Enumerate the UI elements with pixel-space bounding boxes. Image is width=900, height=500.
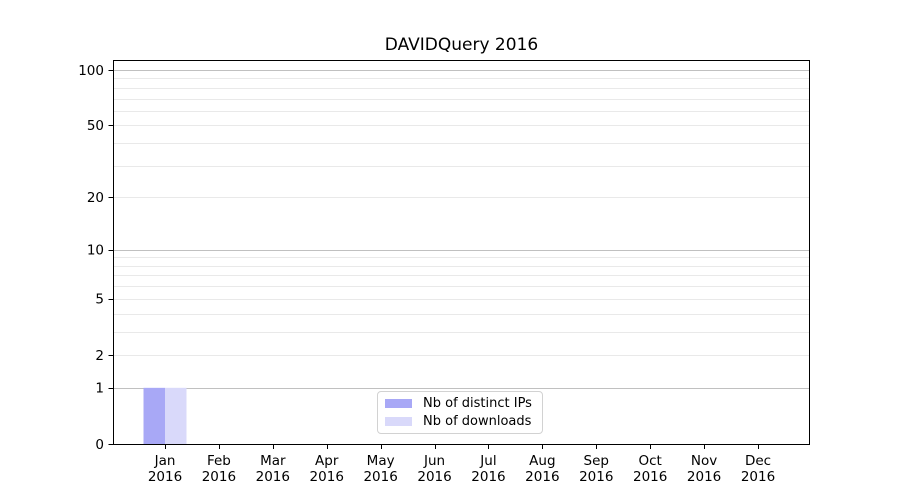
y-tick-label-5: 5 [95, 292, 104, 308]
x-tick-label-month-nov: Nov [691, 453, 717, 469]
legend: Nb of distinct IPs Nb of downloads [377, 391, 543, 434]
y-tick-label-100: 100 [78, 63, 104, 79]
x-tick-label-month-apr: Apr [315, 453, 339, 469]
x-tick-label-month-oct: Oct [639, 453, 662, 469]
x-tick-label-month-feb: Feb [207, 453, 231, 469]
x-tick-label-month-sep: Sep [584, 453, 609, 469]
x-tick-label-month-jan: Jan [154, 453, 176, 469]
x-tick-label-year-sep: 2016 [579, 469, 613, 485]
x-tick-label-year-feb: 2016 [202, 469, 236, 485]
x-tick-label-year-jan: 2016 [148, 469, 182, 485]
x-tick-label-year-nov: 2016 [687, 469, 721, 485]
legend-label-downloads: Nb of downloads [423, 414, 532, 429]
y-tick-label-20: 20 [87, 190, 104, 206]
x-tick-label-year-aug: 2016 [525, 469, 559, 485]
y-tick-label-1: 1 [95, 381, 104, 397]
legend-swatch-distinct-ips [385, 399, 412, 408]
x-tick-label-month-jun: Jun [423, 453, 445, 469]
x-tick-label-month-may: May [367, 453, 395, 469]
chart-title: DAVIDQuery 2016 [384, 35, 539, 55]
y-tick-label-2: 2 [95, 348, 104, 364]
x-tick-label-year-dec: 2016 [741, 469, 775, 485]
bar-nb-of-distinct-ips-jan [143, 387, 165, 444]
x-tick-label-month-mar: Mar [260, 453, 286, 469]
legend-item-distinct-ips: Nb of distinct IPs [385, 395, 537, 412]
x-tick-label-year-apr: 2016 [310, 469, 344, 485]
legend-swatch-downloads [385, 417, 412, 426]
x-tick-label-year-jun: 2016 [417, 469, 451, 485]
legend-label-distinct-ips: Nb of distinct IPs [423, 396, 532, 411]
x-tick-label-year-jul: 2016 [471, 469, 505, 485]
x-tick-label-month-aug: Aug [529, 453, 555, 469]
y-tick-label-0: 0 [95, 437, 104, 453]
axes-spines [113, 60, 810, 445]
legend-item-downloads: Nb of downloads [385, 413, 537, 430]
x-tick-label-month-dec: Dec [745, 453, 771, 469]
x-tick-label-month-jul: Jul [479, 453, 496, 469]
bar-nb-of-downloads-jan [165, 387, 187, 444]
x-tick-label-year-may: 2016 [363, 469, 397, 485]
x-tick-label-year-oct: 2016 [633, 469, 667, 485]
y-tick-label-10: 10 [87, 242, 104, 258]
y-tick-label-50: 50 [87, 118, 104, 134]
x-tick-label-year-mar: 2016 [256, 469, 290, 485]
